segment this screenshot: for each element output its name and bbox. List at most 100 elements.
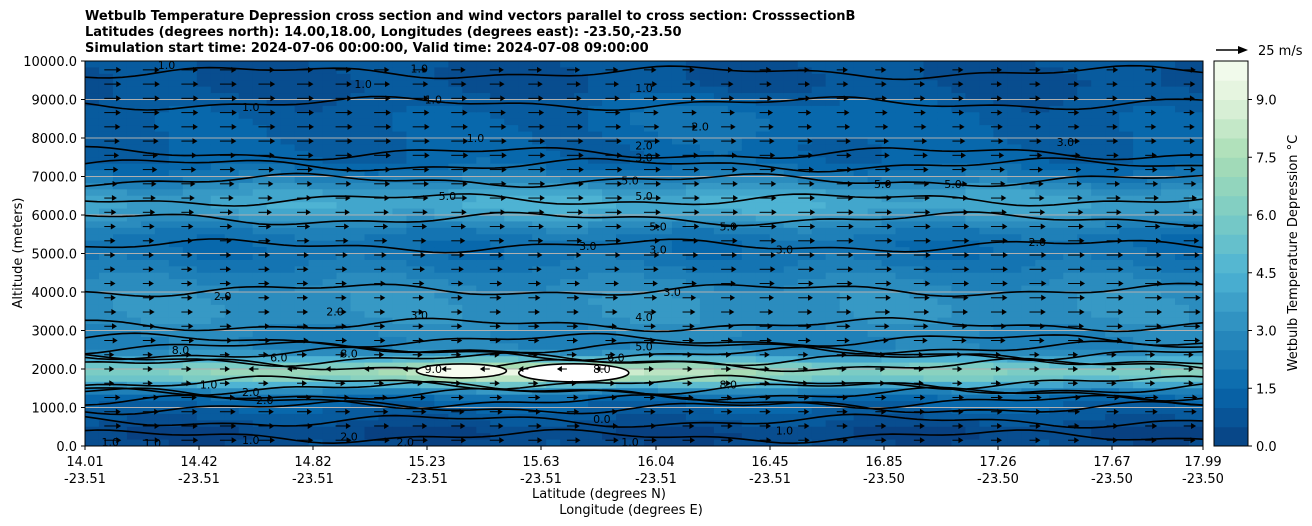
field-cell xyxy=(1161,105,1176,113)
field-cell xyxy=(350,131,366,139)
field-cell xyxy=(322,208,338,216)
field-cell xyxy=(644,118,659,126)
field-cell xyxy=(979,304,994,312)
field-cell xyxy=(336,163,352,171)
field-cell xyxy=(196,221,212,229)
field-cell xyxy=(588,311,603,319)
field-cell xyxy=(1007,215,1022,223)
field-cell xyxy=(238,189,254,197)
field-cell xyxy=(1049,304,1064,312)
field-cell xyxy=(196,369,212,377)
field-cell xyxy=(1063,144,1078,152)
field-cell xyxy=(182,394,198,402)
field-cell xyxy=(196,118,212,126)
field-cell xyxy=(699,259,715,267)
field-cell xyxy=(616,298,631,306)
field-cell xyxy=(504,259,519,267)
field-cell xyxy=(671,144,687,152)
field-cell xyxy=(112,131,128,139)
field-cell xyxy=(322,150,338,158)
field-cell xyxy=(1077,86,1092,94)
field-cell xyxy=(867,279,883,287)
field-cell xyxy=(336,189,352,197)
field-cell xyxy=(1007,285,1022,293)
field-cell xyxy=(602,247,617,255)
field-cell xyxy=(266,285,282,293)
field-cell xyxy=(1021,375,1036,383)
field-cell xyxy=(1147,93,1162,101)
field-cell xyxy=(238,349,254,357)
field-cell xyxy=(1133,330,1148,338)
field-cell xyxy=(1175,247,1190,255)
field-cell xyxy=(979,285,994,293)
field-cell xyxy=(168,208,184,216)
field-cell xyxy=(727,73,743,81)
field-cell xyxy=(322,426,338,434)
field-cell xyxy=(993,324,1008,332)
field-cell xyxy=(126,202,142,210)
field-cell xyxy=(490,227,505,235)
field-cell xyxy=(867,259,883,267)
field-cell xyxy=(490,240,505,248)
field-cell xyxy=(504,105,519,113)
field-cell xyxy=(476,420,491,428)
field-cell xyxy=(224,163,240,171)
field-cell xyxy=(546,112,561,120)
field-cell xyxy=(154,253,170,261)
field-cell xyxy=(671,112,687,120)
field-cell xyxy=(727,247,743,255)
field-cell xyxy=(699,195,715,203)
field-cell xyxy=(448,195,463,203)
field-cell xyxy=(252,304,268,312)
field-cell xyxy=(937,439,953,446)
field-cell xyxy=(825,272,841,280)
field-cell xyxy=(1119,118,1134,126)
field-cell xyxy=(168,324,184,332)
field-cell xyxy=(392,112,408,120)
wind-vector-head xyxy=(116,437,122,444)
field-cell xyxy=(224,413,240,421)
field-cell xyxy=(154,118,170,126)
field-cell xyxy=(1007,311,1022,319)
field-cell xyxy=(504,420,519,428)
field-cell xyxy=(560,125,575,133)
field-cell xyxy=(1007,170,1022,178)
field-cell xyxy=(350,317,366,325)
field-cell xyxy=(85,67,100,75)
field-cell xyxy=(518,330,533,338)
field-cell xyxy=(909,420,925,428)
field-cell xyxy=(224,61,240,69)
field-cell xyxy=(657,343,673,351)
field-cell xyxy=(839,253,855,261)
field-cell xyxy=(644,381,659,389)
field-cell xyxy=(979,317,994,325)
field-cell xyxy=(951,125,967,133)
field-cell xyxy=(783,112,799,120)
field-cell xyxy=(1133,298,1148,306)
field-cell xyxy=(979,67,994,75)
field-cell xyxy=(182,407,198,415)
field-cell xyxy=(755,343,771,351)
field-cell xyxy=(727,125,743,133)
field-cell xyxy=(755,227,771,235)
field-cell xyxy=(85,112,100,120)
field-cell xyxy=(85,195,100,203)
field-cell xyxy=(350,208,366,216)
field-cell xyxy=(224,285,240,293)
field-cell xyxy=(392,93,408,101)
field-cell xyxy=(1161,259,1176,267)
field-cell xyxy=(490,67,505,75)
field-cell xyxy=(224,259,240,267)
field-cell xyxy=(993,195,1008,203)
field-cell xyxy=(685,247,701,255)
field-cell xyxy=(168,369,184,377)
field-cell xyxy=(755,426,771,434)
field-cell xyxy=(196,176,212,184)
field-cell xyxy=(462,208,477,216)
field-cell xyxy=(140,195,156,203)
field-cell xyxy=(727,131,743,139)
field-cell xyxy=(448,170,463,178)
field-cell xyxy=(294,157,310,165)
field-cell xyxy=(783,215,799,223)
field-cell xyxy=(853,99,869,107)
